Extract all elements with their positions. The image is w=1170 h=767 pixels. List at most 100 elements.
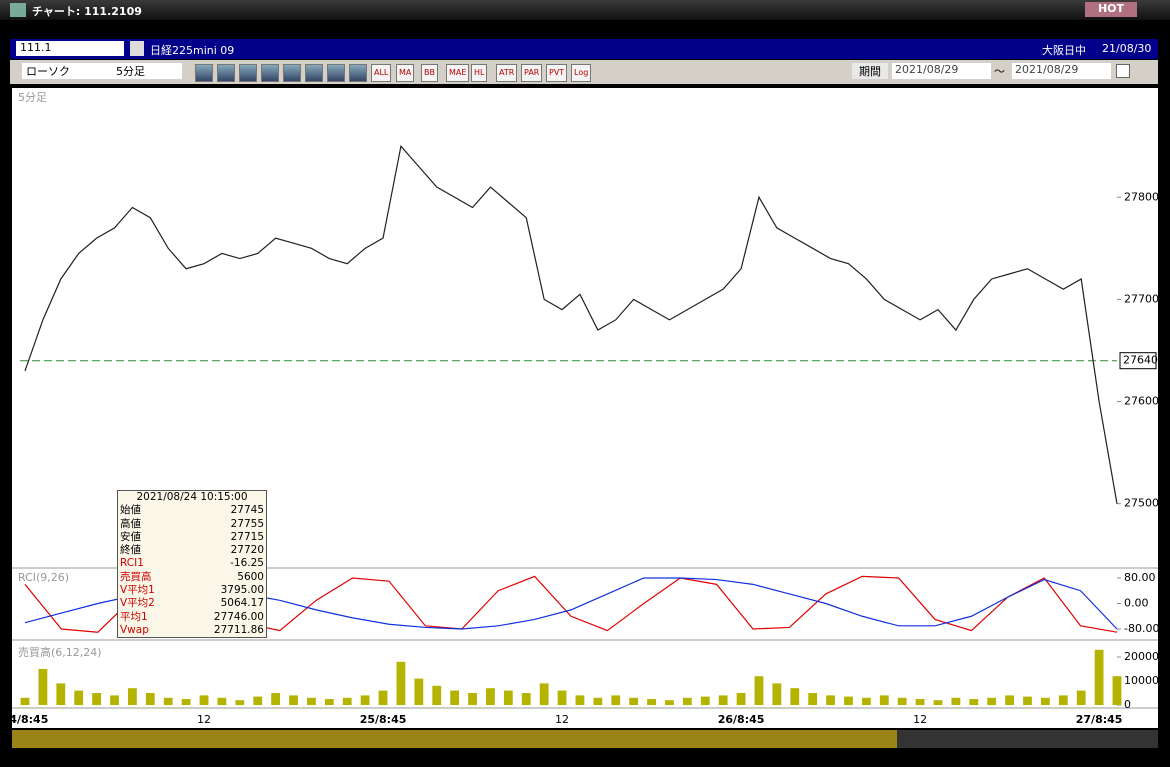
volume-bar xyxy=(217,697,227,705)
volume-bar xyxy=(128,688,137,705)
symbol-code[interactable]: 111.1 xyxy=(16,41,124,56)
market: 大阪日中 xyxy=(1042,44,1086,57)
volume-bar xyxy=(1005,695,1014,705)
chart-area: 5分足 27500 27600 27700 27800 27640 24/8:45 12 25/… xyxy=(2,88,1159,748)
x-tick-label: 12 xyxy=(913,713,927,726)
volume-bar xyxy=(38,669,48,705)
current-price-label: 27640 xyxy=(1123,354,1158,367)
tool-button[interactable]: ATR xyxy=(496,64,518,82)
info-value: 5064.17 xyxy=(220,597,264,610)
tool-icon[interactable] xyxy=(195,64,213,82)
info-label: Vwap xyxy=(120,623,149,636)
volume-bar xyxy=(432,685,442,705)
symbol-bar: 111.1 日経225mini 09 大阪日中 21/08/30 xyxy=(10,39,1158,59)
volume-bar xyxy=(1076,690,1086,705)
volume-bar xyxy=(145,693,155,705)
x-tick-label: 24/8:45 xyxy=(2,713,49,726)
y-tick-label: 27700 xyxy=(1124,292,1159,305)
tilde: 〜 xyxy=(994,65,1005,78)
info-label: 売買高 xyxy=(120,570,152,583)
symbol-name: 日経225mini 09 xyxy=(150,44,235,57)
volume-bar xyxy=(700,696,710,705)
volume-bar xyxy=(235,700,245,705)
tool-icon[interactable] xyxy=(283,64,301,82)
volume-bar xyxy=(611,695,621,705)
line xyxy=(24,144,1118,504)
volume-bar xyxy=(897,697,907,705)
volume-bar xyxy=(414,678,424,705)
chart-type-select[interactable]: ローソク xyxy=(22,63,118,79)
info-label: 安値 xyxy=(120,530,141,543)
y-tick-label: -80.00 xyxy=(1124,622,1159,635)
tool-button[interactable]: Log xyxy=(571,64,592,82)
tool-button[interactable]: BB xyxy=(421,64,438,82)
volume-bar xyxy=(1040,697,1050,705)
volume-bar xyxy=(575,695,585,705)
tool-icon[interactable] xyxy=(327,64,345,82)
volume-bar xyxy=(450,690,460,705)
volume-bar xyxy=(342,697,352,705)
volume-bar xyxy=(790,688,800,705)
info-label: 始値 xyxy=(120,504,141,517)
tool-button[interactable]: PAR xyxy=(521,64,543,82)
volume-bar xyxy=(56,683,66,705)
info-label: V平均1 xyxy=(120,584,155,597)
volume-bar xyxy=(1058,695,1068,705)
volume-bar xyxy=(879,695,889,705)
info-row: V平均1 3795.00 xyxy=(118,584,266,597)
volume-bar xyxy=(20,697,30,705)
tool-button[interactable]: MA xyxy=(396,64,415,82)
volume-bar xyxy=(647,699,656,705)
volume-bar xyxy=(861,697,871,705)
window-title: チャート: 111.2109 xyxy=(32,5,142,18)
tool-icon[interactable] xyxy=(349,64,367,82)
info-row: 高値 27755 xyxy=(118,518,266,531)
volume-bar xyxy=(378,690,388,705)
panel-title: 売買高(6,12,24) xyxy=(18,645,102,659)
hot-button[interactable]: HOT xyxy=(1085,2,1137,17)
volume-bar xyxy=(110,695,119,705)
volume-bar xyxy=(289,695,298,705)
info-label: V平均2 xyxy=(120,597,155,610)
volume-bar xyxy=(593,697,603,705)
volume-bar xyxy=(718,695,728,705)
axis-background xyxy=(1120,88,1158,713)
current-price-box xyxy=(1119,352,1157,370)
volume-bar xyxy=(808,693,818,705)
volume-bar xyxy=(521,693,531,705)
dropdown-arrow[interactable] xyxy=(130,41,144,56)
x-tick-label: 26/8:45 xyxy=(718,713,765,726)
volume-bar xyxy=(844,696,853,705)
from-date[interactable]: 2021/08/29 xyxy=(892,63,991,79)
tool-button[interactable]: HL xyxy=(471,64,488,82)
volume-bar xyxy=(360,695,370,705)
interval-select[interactable]: 5分足 xyxy=(112,63,182,79)
tool-button[interactable]: MAE xyxy=(446,64,470,82)
period-button[interactable]: 期間 xyxy=(852,63,888,79)
tool-icon[interactable] xyxy=(305,64,323,82)
info-row: RCI1 -16.25 xyxy=(118,557,266,570)
tool-button[interactable]: ALL xyxy=(371,64,392,82)
info-label: 高値 xyxy=(120,517,141,530)
tool-icon[interactable] xyxy=(217,64,235,82)
checkbox[interactable] xyxy=(1116,64,1130,78)
tool-icon[interactable] xyxy=(239,64,257,82)
info-row: 平均1 27746.00 xyxy=(118,611,266,624)
y-tick-label: 10000 xyxy=(1124,674,1159,687)
info-value: 3795.00 xyxy=(220,584,264,597)
y-tick-label: 27800 xyxy=(1124,190,1159,203)
info-value: 27715 xyxy=(230,530,264,543)
y-tick-label: 0 xyxy=(1124,698,1131,711)
to-date[interactable]: 2021/08/29 xyxy=(1012,63,1111,79)
tool-icon[interactable] xyxy=(261,64,279,82)
volume-bar xyxy=(181,699,191,705)
volume-bar xyxy=(969,699,979,705)
panel-title: RCI(9,26) xyxy=(18,571,69,584)
y-tick-label: 27600 xyxy=(1124,395,1159,408)
info-value: 27720 xyxy=(230,544,264,557)
info-label: 終値 xyxy=(120,544,141,557)
info-row: 始値 27745 xyxy=(118,504,266,517)
tool-button[interactable]: PVT xyxy=(546,64,568,82)
volume-bar xyxy=(396,661,406,705)
